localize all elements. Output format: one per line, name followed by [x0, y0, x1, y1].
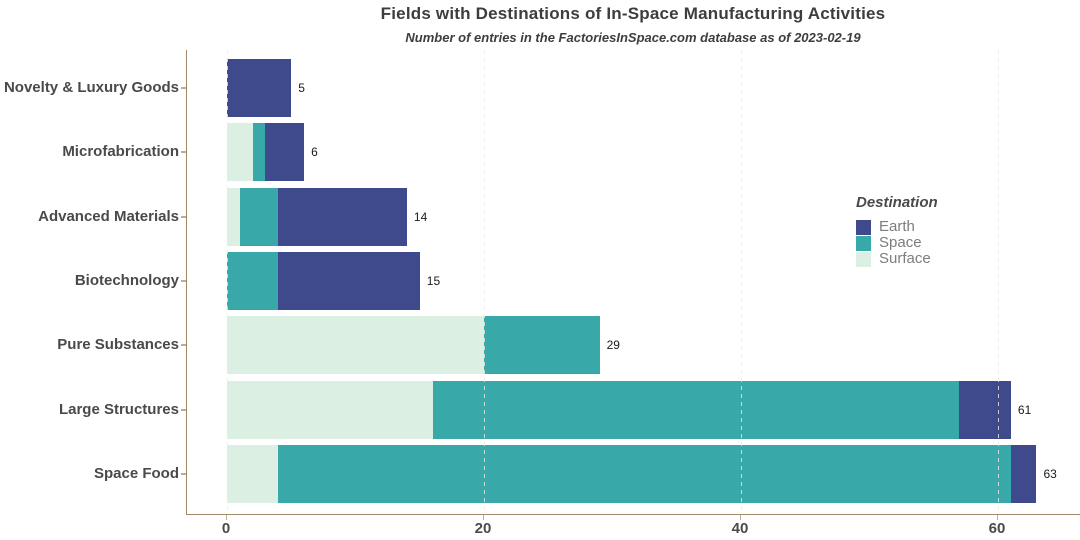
bar-segment-earth [278, 252, 420, 310]
bar-value-label: 61 [1017, 402, 1032, 417]
bar-segment-space [252, 123, 266, 182]
bar-value-label: 6 [311, 145, 318, 160]
legend-item-space: Space [856, 235, 938, 251]
y-axis-labels: Novelty & Luxury Goods Microfabrication Ad… [0, 0, 179, 540]
legend-item-surface: Surface [856, 251, 938, 267]
bar-segment-space [432, 380, 960, 439]
bar-row [227, 187, 407, 246]
bar-value-label: 15 [426, 274, 441, 288]
bar-value-label: 14 [413, 209, 428, 224]
y-axis-label: Novelty & Luxury Goods [3, 79, 179, 96]
legend-swatch-space-icon [856, 235, 871, 251]
bar-row [227, 123, 304, 182]
y-axis-tick [181, 87, 186, 89]
legend: Destination Earth Space Surface [856, 194, 938, 267]
bar-row [227, 380, 1011, 439]
bar-row [227, 252, 420, 310]
y-axis-tick [181, 215, 186, 218]
legend-item-label: Space [879, 234, 922, 251]
y-axis-label: Pure Substances [57, 336, 179, 354]
bar-segment-surface [227, 316, 484, 375]
x-axis-tick-label: 0 [221, 520, 231, 537]
x-axis-tick-label: 40 [731, 520, 749, 537]
bar-segment-space [239, 187, 279, 246]
bars-layer: 5 6 14 15 29 61 63 [187, 50, 1080, 514]
gridline-x-0 [227, 50, 228, 514]
bar-segment-surface [227, 187, 240, 246]
bar-segment-earth [1010, 445, 1037, 503]
x-axis-tick [997, 515, 998, 520]
bar-segment-surface [227, 445, 279, 503]
bar-value-label: 29 [606, 338, 620, 353]
bar-value-label: 5 [298, 81, 305, 95]
legend-swatch-earth-icon [856, 219, 871, 235]
y-axis-label: Biotechnology [74, 272, 179, 289]
y-axis-tick [181, 151, 186, 154]
x-axis-tick [226, 515, 227, 520]
gridlines-layer [187, 50, 1080, 514]
y-axis-tick [181, 473, 186, 475]
x-axis-tick-label: 20 [474, 520, 492, 537]
y-axis-label: Large Structures [58, 400, 179, 418]
legend-title: Destination [856, 194, 938, 211]
legend-item-label: Earth [879, 218, 915, 235]
x-axis-tick-label: 60 [988, 520, 1006, 537]
bar-segment-earth [278, 187, 407, 246]
y-axis-label: Space Food [93, 465, 179, 482]
y-axis-tick [181, 408, 186, 411]
plot-area: 5 6 14 15 29 61 63 [186, 50, 1080, 515]
legend-items: Earth Space Surface [856, 219, 938, 267]
bar-segment-earth [265, 123, 304, 182]
bar-segment-space [227, 252, 279, 310]
y-axis-tick [181, 344, 186, 347]
chart-header: Fields with Destinations of In-Space Man… [186, 4, 1080, 45]
x-axis-tick [740, 515, 741, 520]
gridline-x-40 [741, 50, 742, 514]
bar-segment-surface [227, 380, 433, 439]
chart-title: Fields with Destinations of In-Space Man… [380, 4, 886, 23]
bar-segment-surface [227, 123, 253, 182]
legend-swatch-surface-icon [856, 251, 871, 267]
legend-item-label: Surface [879, 250, 931, 267]
chart-subtitle: Number of entries in the FactoriesInSpac… [405, 30, 861, 45]
bar-row [227, 59, 292, 117]
bar-segment-earth [959, 380, 1011, 439]
y-axis-label: Microfabrication [62, 143, 179, 161]
bar-row [227, 445, 1037, 503]
bar-segment-earth [227, 59, 292, 117]
legend-item-earth: Earth [856, 219, 938, 235]
gridline-x-60 [998, 50, 999, 514]
bar-row [227, 316, 600, 375]
y-axis-label: Advanced Materials [38, 207, 179, 225]
y-axis-tick [181, 280, 186, 282]
bar-value-label: 63 [1043, 467, 1057, 481]
x-axis-tick [483, 515, 484, 520]
bar-segment-space [484, 316, 600, 375]
gridline-x-20 [484, 50, 485, 514]
bar-segment-space [278, 445, 1011, 503]
